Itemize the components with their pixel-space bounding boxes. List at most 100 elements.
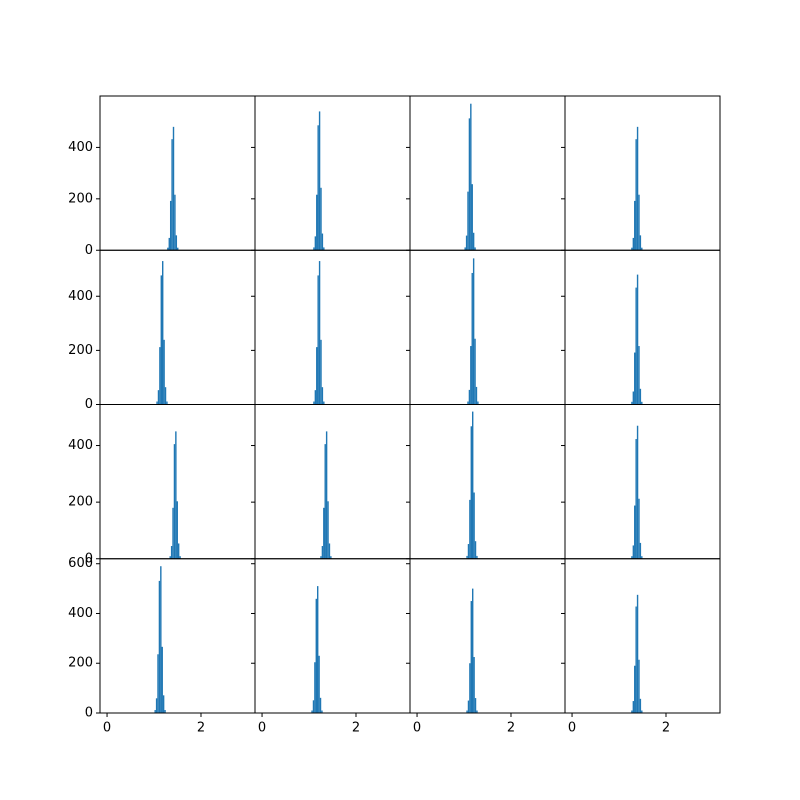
histogram-bar: [477, 401, 479, 405]
axes-frame: [409, 404, 566, 560]
histogram-bar: [173, 444, 176, 559]
histogram-bar: [175, 235, 178, 251]
histogram-bar: [313, 401, 315, 405]
histogram-bar: [470, 103, 472, 251]
histogram-bar: [466, 710, 468, 713]
histogram-bar: [632, 391, 635, 405]
histogram-bar: [176, 501, 178, 559]
histogram-bar: [318, 111, 321, 251]
histogram-bar: [634, 352, 636, 405]
histogram-bar: [158, 580, 161, 713]
histogram-bar: [177, 247, 179, 251]
histogram-bar: [636, 425, 639, 559]
histogram-bar: [324, 444, 326, 559]
histogram-bar: [167, 247, 169, 251]
histogram-bar: [315, 598, 317, 713]
histogram-bar: [635, 287, 637, 405]
histogram-bar: [639, 235, 642, 251]
histogram-bar: [474, 247, 476, 251]
x-tick-label: 2: [662, 721, 670, 736]
axes-frame: [254, 95, 411, 251]
histogram-bar: [330, 556, 332, 559]
histogram-bar: [641, 710, 643, 713]
histogram-bar: [468, 389, 471, 405]
histogram-bar: [169, 556, 171, 559]
histogram-bar: [473, 492, 475, 559]
histogram-bar: [470, 601, 472, 713]
histogram-bar: [316, 347, 318, 405]
histogram-bar: [468, 118, 471, 251]
histogram-bar: [472, 411, 474, 559]
histogram-bar: [327, 501, 329, 559]
histogram-bar: [323, 401, 325, 405]
histogram-bar: [467, 191, 469, 251]
y-tick-label: 600: [68, 556, 93, 571]
x-tick-label: 0: [568, 721, 576, 736]
histogram-bar: [638, 659, 640, 713]
histogram-bar: [321, 387, 324, 405]
histogram-bar: [313, 247, 315, 251]
y-tick-label: 200: [68, 656, 93, 671]
histogram-bar: [170, 546, 173, 559]
histogram-bar: [179, 556, 181, 559]
histogram-bar: [164, 387, 167, 405]
histogram-bar: [632, 237, 635, 251]
histogram-bar: [163, 339, 165, 405]
histogram-bar: [638, 346, 640, 405]
histogram-bar: [317, 125, 319, 251]
histogram-bar: [166, 401, 168, 405]
y-tick-label: 200: [68, 495, 93, 510]
histogram-bar: [474, 338, 476, 405]
histogram-bar: [634, 665, 636, 713]
histogram-bar: [636, 126, 639, 251]
histogram-bar: [328, 543, 331, 559]
histogram-bar: [157, 654, 159, 713]
x-tick-label: 2: [507, 721, 515, 736]
histogram-bar: [471, 272, 473, 405]
histogram-bar: [319, 697, 322, 713]
x-tick-label: 2: [352, 721, 360, 736]
histogram-bar: [316, 194, 318, 251]
histogram-bar: [314, 236, 317, 251]
histogram-bar: [472, 232, 475, 251]
histogram-bar: [168, 237, 170, 251]
histogram-bar: [312, 700, 315, 713]
histogram-bar: [641, 556, 643, 559]
x-tick-label: 0: [103, 721, 111, 736]
histogram-bar: [311, 710, 313, 713]
axes-frame: [564, 558, 721, 714]
histogram-bar: [323, 507, 325, 559]
histogram-bar: [475, 386, 478, 405]
histogram-bar: [159, 347, 161, 405]
histogram-bar: [469, 499, 471, 559]
histogram-bar: [171, 139, 173, 251]
x-tick-label: 0: [413, 721, 421, 736]
histogram-bar: [318, 655, 320, 713]
histogram-bar: [164, 710, 166, 713]
histogram-bar: [325, 431, 328, 559]
histogram-bar: [172, 126, 175, 251]
histogram-bar: [466, 555, 468, 559]
histogram-bar: [320, 556, 322, 559]
histogram-bar: [632, 545, 635, 559]
histogram-bar: [631, 556, 633, 559]
histogram-bar: [634, 200, 636, 251]
y-tick-label: 0: [85, 551, 93, 566]
histogram-bar: [156, 401, 158, 405]
axes-frame: [99, 249, 256, 405]
histogram-bar: [155, 698, 158, 713]
histogram-bar: [175, 431, 177, 559]
histogram-bar: [470, 346, 472, 405]
histogram-bar: [320, 339, 322, 405]
histogram-bar: [469, 663, 471, 713]
histogram-bar: [174, 194, 176, 251]
histogram-bar: [632, 701, 635, 713]
histogram-bar: [321, 233, 324, 251]
histogram-bar: [641, 401, 643, 405]
histogram-bar: [639, 388, 642, 405]
histogram-bar: [172, 507, 174, 559]
histogram-bar: [636, 274, 639, 405]
histogram-bar: [474, 698, 477, 713]
histogram-bar: [638, 498, 640, 559]
